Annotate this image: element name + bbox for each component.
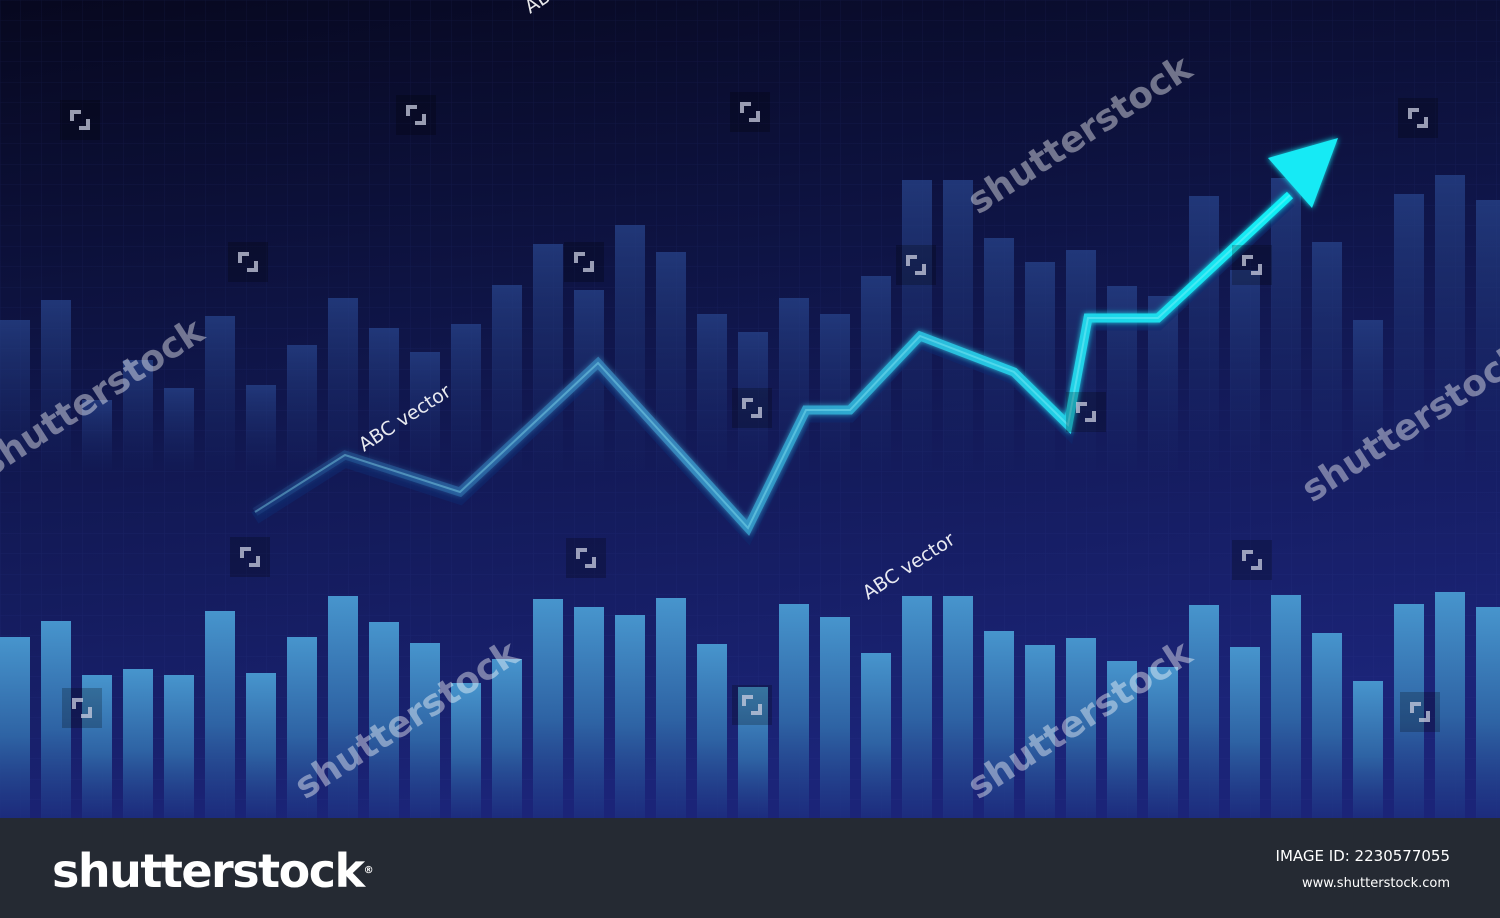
background-bar <box>902 180 932 470</box>
watermark-logo-icon <box>732 685 772 725</box>
background-bar <box>1025 262 1055 470</box>
foreground-bar <box>205 611 235 818</box>
foreground-bar <box>738 687 768 818</box>
foreground-bar <box>615 615 645 818</box>
foreground-bar <box>1312 633 1342 818</box>
watermark-logo-icon <box>730 92 770 132</box>
footer-bar: shutterstock® IMAGE ID: 2230577055 www.s… <box>0 818 1500 918</box>
foreground-bar <box>1476 607 1500 818</box>
foreground-bar <box>1435 592 1465 818</box>
foreground-bar <box>0 637 30 818</box>
image-id-label: IMAGE ID: 2230577055 <box>1275 847 1450 865</box>
foreground-bar <box>1189 605 1219 818</box>
foreground-bar <box>164 675 194 818</box>
background-bar <box>1271 178 1301 470</box>
foreground-bar <box>820 617 850 818</box>
foreground-bar <box>410 643 440 818</box>
foreground-bar <box>697 644 727 818</box>
background-bar <box>123 360 153 470</box>
watermark-logo-icon <box>1232 245 1272 285</box>
background-bar <box>984 238 1014 470</box>
watermark-logo-icon <box>228 242 268 282</box>
footer-url: www.shutterstock.com <box>1301 876 1450 891</box>
trend-line-path <box>252 191 1294 536</box>
foreground-bar <box>779 604 809 818</box>
foreground-bar <box>451 683 481 818</box>
background-bar <box>1394 194 1424 470</box>
foreground-bar <box>533 599 563 818</box>
stock-chart-illustration: shutterstock shutterstock shutterstock s… <box>0 0 1500 818</box>
foreground-bar <box>287 637 317 818</box>
background-bar <box>1435 175 1465 470</box>
watermark-logo-icon <box>230 537 270 577</box>
watermark-logo-icon <box>396 95 436 135</box>
background-bar <box>697 314 727 470</box>
watermark-logo-icon <box>60 100 100 140</box>
foreground-bar <box>41 621 71 818</box>
foreground-bar <box>369 622 399 818</box>
foreground-bar <box>861 653 891 818</box>
background-bar <box>1230 270 1260 470</box>
background-bar <box>1189 196 1219 470</box>
foreground-bar <box>1025 645 1055 818</box>
watermark-logo-icon <box>1398 98 1438 138</box>
background-bar <box>41 300 71 470</box>
background-bar <box>164 388 194 470</box>
background-bar <box>205 316 235 470</box>
watermark-logo-icon <box>732 388 772 428</box>
background-bar <box>615 225 645 470</box>
foreground-bar <box>656 598 686 818</box>
background-bar <box>0 320 30 470</box>
watermark-logo-icon <box>1400 692 1440 732</box>
foreground-bar <box>82 675 112 818</box>
background-bar <box>369 328 399 470</box>
background-bar <box>287 345 317 470</box>
watermark-logo-icon <box>564 242 604 282</box>
background-bar <box>1312 242 1342 470</box>
foreground-bar <box>1148 667 1178 818</box>
foreground-bar <box>123 669 153 818</box>
foreground-bar <box>328 596 358 818</box>
trend-arrow-head <box>1268 138 1338 208</box>
watermark-logo-icon <box>62 688 102 728</box>
background-bar <box>246 385 276 470</box>
background-bar <box>820 314 850 470</box>
watermark-logo-icon <box>896 245 936 285</box>
watermark-logos <box>60 92 1440 732</box>
watermark-logo-icon <box>1066 392 1106 432</box>
background-bar <box>1353 320 1383 470</box>
background-bar <box>410 352 440 470</box>
background-bar <box>943 180 973 470</box>
foreground-bar <box>1107 661 1137 818</box>
foreground-bar <box>1271 595 1301 818</box>
foreground-bars <box>0 592 1500 818</box>
trend-line <box>251 138 1338 546</box>
foreground-bar <box>574 607 604 818</box>
background-bar <box>328 298 358 470</box>
background-bar <box>82 400 112 470</box>
background-bar <box>451 324 481 470</box>
footer-logo: shutterstock® <box>52 844 374 898</box>
foreground-bar <box>984 631 1014 818</box>
foreground-bar <box>902 596 932 818</box>
background-bar <box>1476 200 1500 470</box>
watermark-logo-icon <box>566 538 606 578</box>
watermark-logo-icon <box>1232 540 1272 580</box>
background-bar <box>533 244 563 470</box>
foreground-bar <box>1230 647 1260 818</box>
foreground-bar <box>943 596 973 818</box>
foreground-bar <box>1394 604 1424 818</box>
foreground-bar <box>246 673 276 818</box>
background-bars <box>0 175 1500 470</box>
foreground-bar <box>1353 681 1383 818</box>
foreground-bar <box>1066 638 1096 818</box>
foreground-bar <box>492 659 522 818</box>
